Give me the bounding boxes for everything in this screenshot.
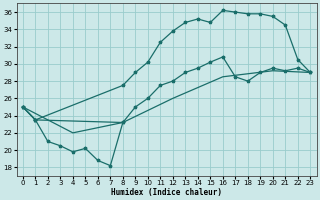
X-axis label: Humidex (Indice chaleur): Humidex (Indice chaleur) bbox=[111, 188, 222, 197]
